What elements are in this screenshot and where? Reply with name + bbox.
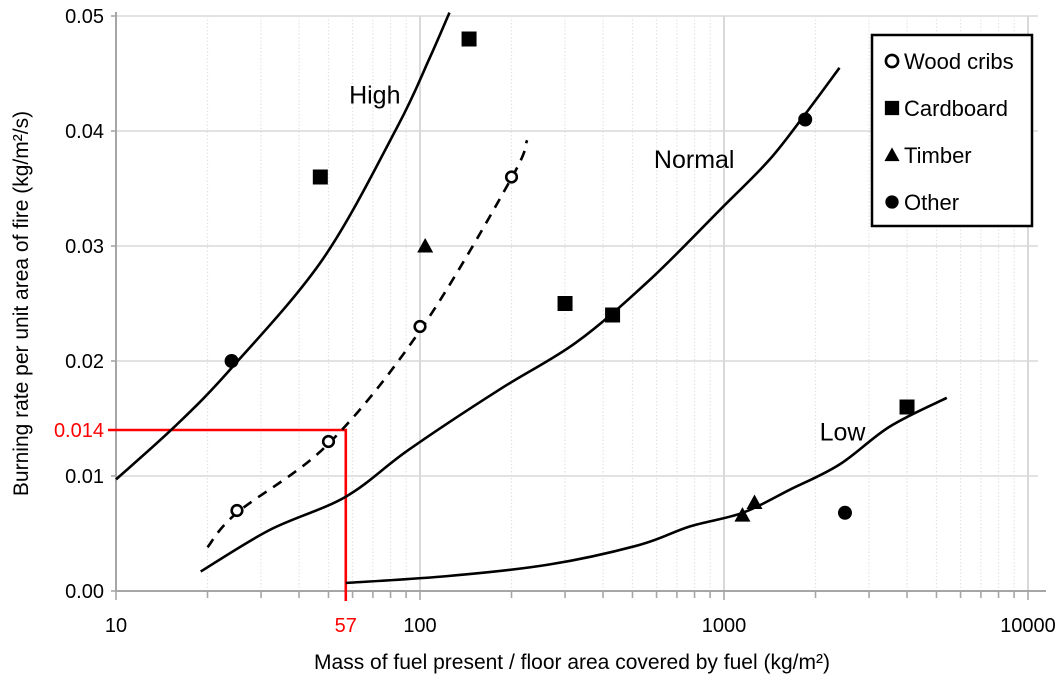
curve-high — [115, 12, 451, 481]
data-point-wood-cribs — [230, 503, 244, 518]
axes — [111, 12, 1046, 600]
curve-label-low: Low — [820, 418, 867, 446]
curve-label-high: High — [349, 81, 400, 109]
x-tick-label: 10000 — [1000, 615, 1056, 637]
legend-item-other: Other — [885, 190, 959, 215]
legend-label: Cardboard — [904, 96, 1008, 121]
data-point-other — [798, 112, 813, 127]
legend-item-cardboard: Cardboard — [884, 96, 1008, 121]
data-point-cardboard — [461, 31, 477, 47]
data-point-cardboard — [557, 296, 573, 311]
tick-labels: 10 100 1000 10000 0.00 0.01 0.02 0.03 0.04 0.05 — [65, 6, 1056, 637]
y-tick-label: 0.02 — [65, 351, 104, 373]
data-point-cardboard — [312, 169, 328, 185]
data-point-wood-cribs — [504, 170, 519, 184]
x-tick-label: 100 — [403, 615, 436, 637]
data-point-cardboard — [899, 399, 915, 415]
curve-label-normal: Normal — [654, 146, 735, 174]
y-tick-label: 0.03 — [65, 236, 104, 258]
y-tick-label: 0.01 — [65, 466, 104, 488]
annotation-rate-label: 0.014 — [54, 420, 104, 442]
data-point-timber — [417, 238, 434, 253]
legend-box — [870, 33, 1034, 228]
x-tick-label: 1000 — [702, 615, 747, 637]
marker-filled-triangle — [884, 147, 900, 162]
data-point-other — [224, 354, 239, 368]
curve-normal — [200, 67, 841, 573]
legend-item-wood-cribs: Wood cribs — [884, 49, 1014, 74]
legend-label: Timber — [904, 143, 972, 168]
legend-item-timber: Timber — [884, 143, 972, 168]
legend: Wood cribs Cardboard Timber Other — [870, 33, 1034, 228]
data-point-other — [837, 505, 852, 520]
curve-low — [345, 396, 948, 585]
x-tick-label: 10 — [105, 615, 127, 637]
curves: High Normal Low — [115, 12, 948, 585]
legend-label: Other — [904, 190, 959, 215]
annotation-mass-label: 57 — [335, 615, 357, 637]
annotation-group: 0.014 57 — [54, 420, 357, 637]
legend-label: Wood cribs — [904, 49, 1014, 74]
y-tick-label: 0.04 — [65, 121, 104, 143]
data-point-timber — [746, 494, 763, 509]
y-tick-label: 0.05 — [65, 6, 104, 28]
marker-filled-circle — [885, 195, 899, 209]
marker-open-circle — [884, 53, 900, 69]
data-point-wood-cribs — [413, 319, 427, 334]
y-axis-title: Burning rate per unit area of fire (kg/m… — [10, 111, 33, 496]
curve-wood-cribs-trend — [206, 139, 529, 549]
x-axis-title: Mass of fuel present / floor area covere… — [314, 651, 830, 674]
data-point-cardboard — [605, 307, 621, 323]
y-tick-label: 0.00 — [65, 581, 104, 603]
annotation-line — [108, 428, 348, 591]
data-points — [224, 31, 915, 522]
data-point-wood-cribs — [321, 434, 336, 449]
marker-filled-square — [884, 100, 900, 116]
data-point-timber — [734, 507, 751, 522]
